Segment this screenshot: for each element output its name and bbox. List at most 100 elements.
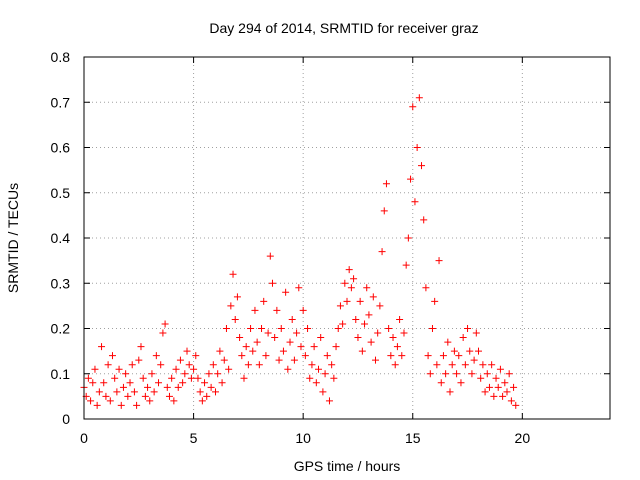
data-point-marker [170,397,178,405]
data-point-marker [442,370,450,378]
data-point-marker [279,347,287,355]
data-point-marker [205,370,213,378]
data-point-marker [277,325,285,332]
data-point-marker [345,266,353,274]
data-point-marker [108,352,116,360]
data-point-marker [271,334,279,342]
data-point-marker [304,325,312,332]
data-point-marker [402,261,410,269]
data-point-marker [387,352,395,360]
data-point-marker [135,356,143,364]
y-tick-label: 0.1 [51,366,71,382]
data-point-marker [418,162,426,170]
data-point-marker [479,361,487,369]
data-point-marker [236,334,244,342]
data-point-marker [288,315,296,323]
data-point-marker [422,284,430,292]
data-point-marker [100,379,108,387]
data-point-marker [354,334,362,342]
data-point-marker [266,252,274,260]
data-point-marker [371,356,379,364]
data-point-marker [111,374,119,382]
data-point-marker [323,352,331,360]
data-point-marker [84,374,92,382]
data-point-marker [369,293,377,301]
data-point-marker [374,329,382,337]
data-point-marker [433,361,441,369]
data-point-marker [426,370,434,378]
data-point-marker [229,270,237,278]
data-point-marker [187,374,195,382]
data-point-marker [455,352,463,360]
data-point-marker [146,397,154,405]
data-point-marker [299,306,307,314]
grid-lines [84,57,610,419]
data-point-marker [225,365,233,373]
data-point-marker [332,343,340,351]
data-point-marker [358,347,366,355]
data-point-marker [179,379,187,387]
data-point-marker [268,279,276,287]
data-point-marker [198,397,206,405]
data-point-marker [122,370,130,378]
data-point-marker [457,379,465,387]
data-point-marker [216,347,224,355]
data-point-marker [396,315,404,323]
data-point-marker [503,388,511,396]
data-point-marker [308,361,316,369]
data-point-marker [317,334,325,342]
data-point-marker [411,198,419,206]
data-point-marker [185,361,193,369]
data-point-marker [448,361,456,369]
data-point-marker [499,392,507,400]
data-point-marker [352,315,360,323]
data-point-marker [137,343,145,351]
data-point-marker [222,325,230,332]
data-point-marker [393,343,401,351]
data-point-marker [144,383,152,391]
data-point-marker [328,361,336,369]
data-point-marker [240,374,248,382]
data-point-marker [470,356,478,364]
y-tick-label: 0.3 [51,275,71,291]
data-point-marker [450,347,458,355]
data-point-marker [485,383,493,391]
data-point-marker [336,302,344,310]
data-point-marker [194,374,202,382]
data-point-marker [365,311,373,319]
data-point-marker [409,103,417,111]
data-point-marker [444,338,452,346]
chart-title: Day 294 of 2014, SRMTID for receiver gra… [209,20,478,36]
data-point-marker [391,361,399,369]
data-point-marker [260,297,268,305]
data-point-marker [130,388,138,396]
data-point-marker [361,320,369,328]
data-points [80,94,520,409]
data-point-marker [347,284,355,292]
data-point-marker [293,329,301,337]
data-point-marker [209,361,217,369]
data-point-marker [128,361,136,369]
y-axis-label: SRMTID / TECUs [5,183,21,293]
data-point-marker [150,388,158,396]
data-point-marker [367,338,375,346]
data-point-marker [152,352,160,360]
data-point-marker [428,325,436,332]
data-point-marker [420,216,428,224]
data-point-marker [483,370,491,378]
x-tick-label: 20 [515,430,531,446]
y-tick-label: 0 [62,411,70,427]
data-point-marker [115,365,123,373]
data-point-marker [253,338,261,346]
data-point-marker [106,397,114,405]
x-tick-label: 0 [80,430,88,446]
data-point-marker [251,306,259,314]
data-point-marker [264,329,272,337]
y-tick-label: 0.2 [51,321,71,337]
data-point-marker [339,320,347,328]
data-point-marker [472,329,480,337]
data-point-marker [284,365,292,373]
data-point-marker [139,374,147,382]
data-point-marker [376,302,384,310]
